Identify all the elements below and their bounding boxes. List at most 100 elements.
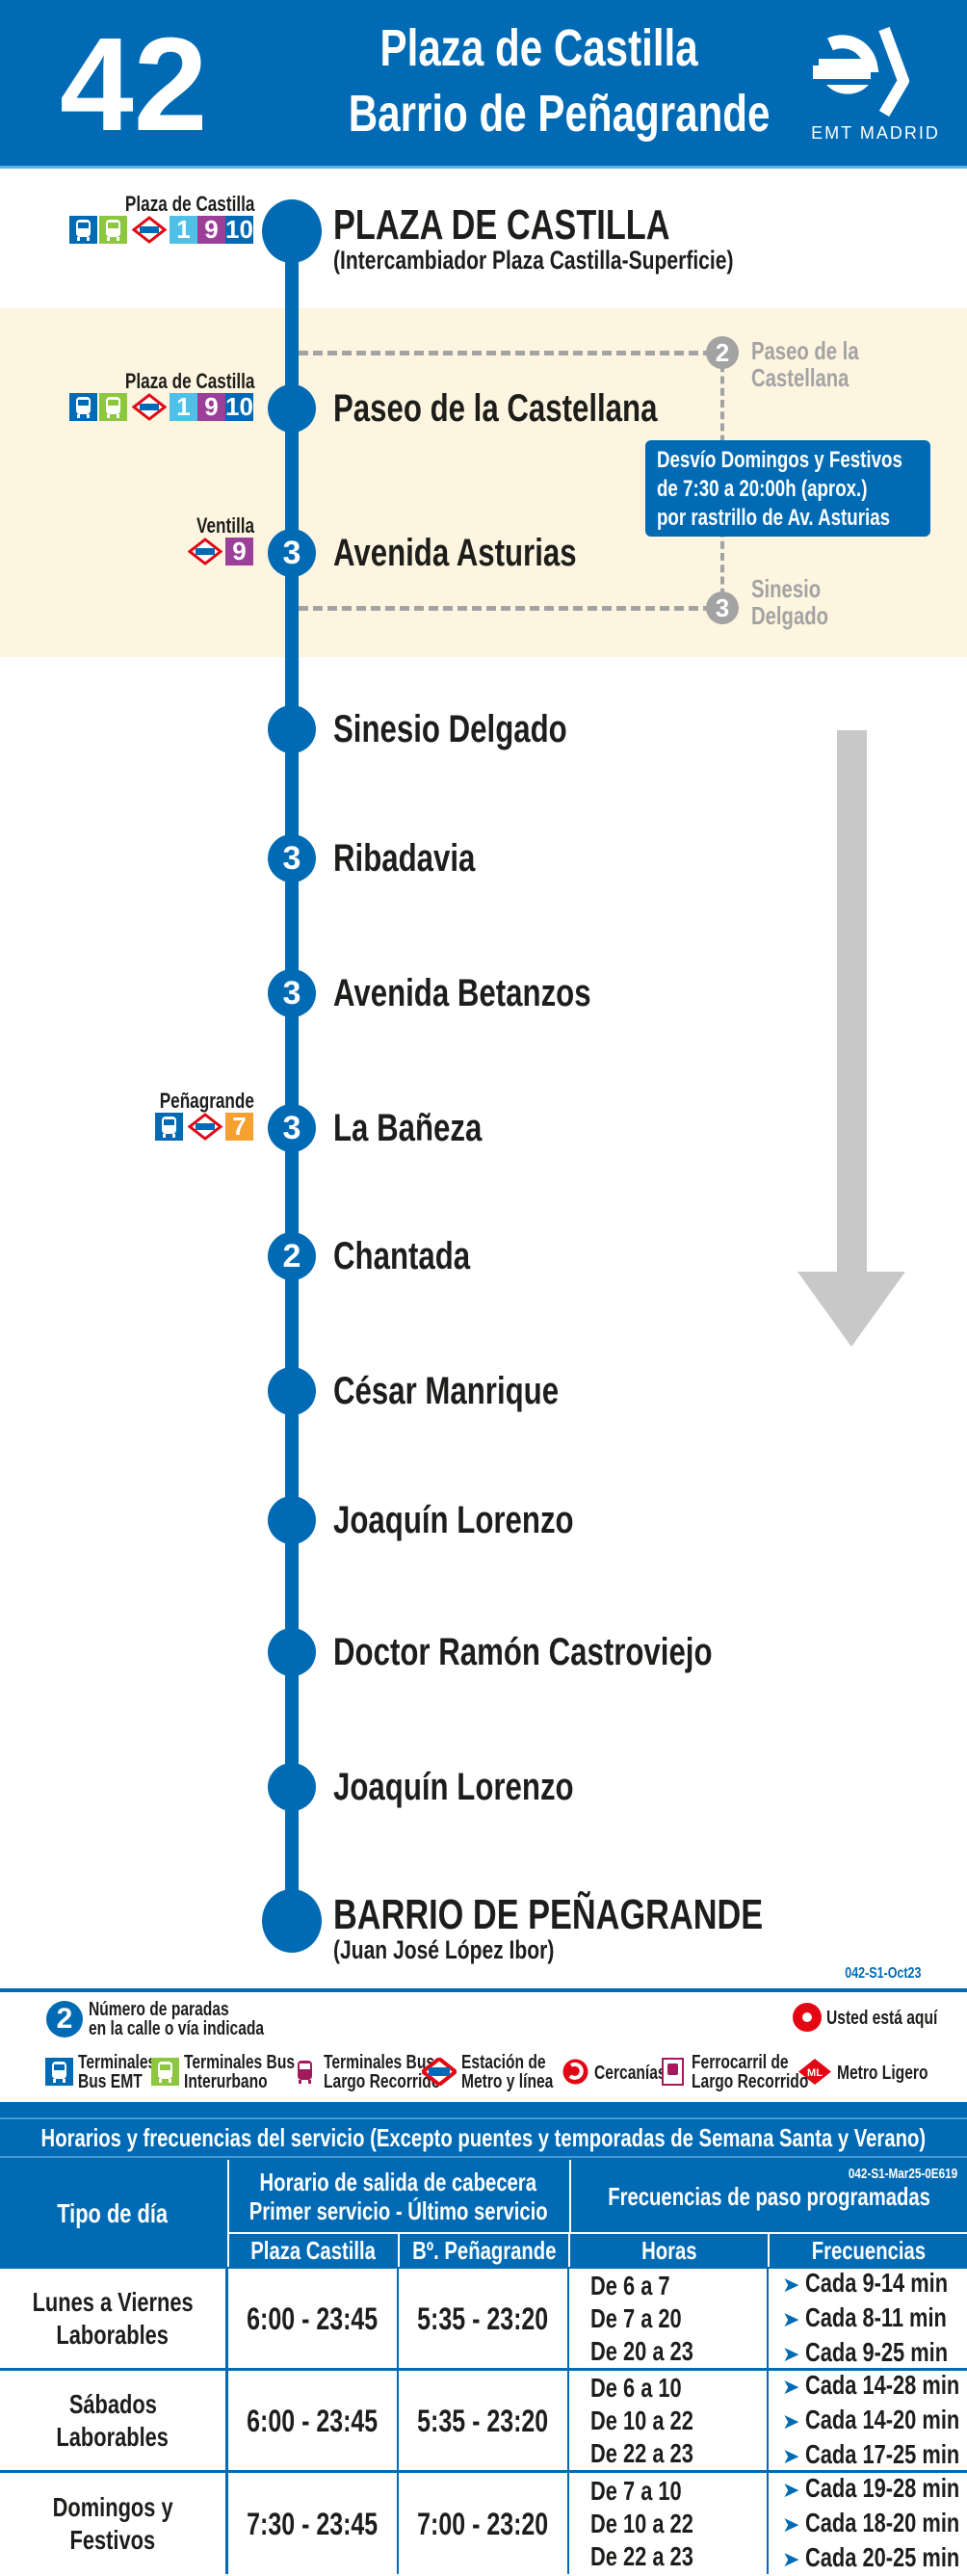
stop-marker: 3 [268,529,316,577]
sub-hours-header: Horas [568,2234,768,2267]
hours-cell: De 6 a 10 De 10 a 22 De 22 a 23 [569,2371,767,2470]
metro-line-badge: 1 [170,216,197,244]
stop-name: Sinesio Delgado [333,708,567,750]
metro-line-badge: 7 [225,1113,253,1141]
emt-logo-icon [813,26,909,118]
schedule-title: Horarios y frecuencias del servicio (Exc… [0,2117,967,2158]
branch-stop-count: 3 [706,591,739,624]
arrow-down-icon [797,730,905,1347]
stop-marker [268,705,316,753]
detour-note: Desvío Domingos y Festivos de 7:30 a 20:… [645,440,930,537]
route-number: 42 [60,11,208,159]
divider [227,2232,967,2234]
bus-interurbano-icon [151,2058,179,2086]
stop-marker [268,1367,316,1415]
col-day-header: Tipo de día [57,2197,169,2228]
sub-freq-header: Frecuencias [768,2234,967,2267]
branch-stop-name: Paseo de la Castellana [751,336,859,392]
metro-icon [187,538,223,565]
svg-text:ML: ML [807,2067,823,2079]
origin-time-cell: 6:00 - 23:45 [228,2269,397,2368]
stop-marker: 3 [268,969,316,1017]
sub-origin-header: Plaza Castilla [227,2234,398,2267]
legend-item-text: Metro Ligero [837,2063,928,2084]
metro-icon [187,1113,223,1141]
frequency-cell: ➤ Cada 9-14 min ➤ Cada 8-11 min ➤ Cada 9-25 m… [769,2268,967,2368]
bus-emt-icon [155,1113,183,1141]
day-type-cell: Sábados Laborables [0,2371,225,2470]
you-are-here-icon [793,2003,822,2032]
stop-marker: 3 [268,834,316,882]
frequency-cell: ➤ Cada 14-28 min ➤ Cada 14-20 min ➤ Cada 17-2… [769,2370,967,2470]
legend-item-text: Terminales Bus Largo Recorrido [324,2052,441,2092]
stop-marker [268,1628,316,1676]
stop-marker [268,1763,316,1811]
brand-text: EMT MADRID [811,123,940,143]
bus-interurbano-icon [99,216,127,244]
terminal-stop-subtitle: (Intercambiador Plaza Castilla-Superfici… [333,246,734,275]
stop-name: Joaquín Lorenzo [333,1499,574,1541]
day-type-cell: Lunes a Viernes Laborables [0,2269,225,2368]
origin-title: Plaza de Castilla [379,19,699,77]
stop-name: Joaquín Lorenzo [333,1766,574,1808]
terminal-stop-name: BARRIO DE PEÑAGRANDE [333,1891,764,1938]
stop-name: César Manrique [333,1370,560,1412]
chevron-right-icon: ➤ [782,2477,800,2502]
legend-stop-count-icon: 2 [46,2001,83,2037]
dest-time-cell: 5:35 - 23:20 [399,2371,567,2470]
ferrocarril-icon [659,2058,687,2086]
connection-label: Plaza de Castilla [124,192,254,216]
cercanias-icon [562,2058,589,2086]
hours-cell: De 6 a 7 De 7 a 20 De 20 a 23 [569,2269,767,2368]
terminal-stop-name: PLAZA DE CASTILLA [333,201,670,249]
col-departure-header: Horario de salida de cabecera Primer serv… [227,2160,567,2232]
metro-line-badge: 9 [197,393,225,421]
stop-name: Avenida Asturias [333,532,577,574]
schedule-code: 042-S1-Mar25-0E619 [848,2166,957,2182]
chevron-right-icon: ➤ [782,2511,800,2537]
bus-largo-recorrido-icon [291,2058,319,2086]
legend-item-text: Cercanías [594,2063,666,2084]
terminal-stop-subtitle: (Juan José López Ibor) [333,1935,555,1964]
origin-time-cell: 6:00 - 23:45 [228,2371,397,2470]
frequency-cell: ➤ Cada 19-28 min ➤ Cada 18-20 min ➤ Cada 20-2… [769,2473,967,2574]
chevron-right-icon: ➤ [782,2341,800,2366]
stop-name: Doctor Ramón Castroviejo [333,1631,713,1673]
bus-emt-icon [69,393,97,421]
branch-stop-name: Sinesio Delgado [751,574,829,630]
detour-dashed-line [299,606,713,611]
legend-item-text: Estación de Metro y línea [461,2052,554,2092]
bus-interurbano-icon [99,393,127,421]
terminal-stop-marker [262,1889,322,1953]
destination-title: Barrio de Peñagrande [348,85,771,143]
connection-label: Plaza de Castilla [124,369,254,393]
you-are-here-text: Usted está aquí [826,2008,938,2029]
metro-icon [131,393,168,421]
metro-line-badge: 10 [225,215,253,244]
chevron-right-icon: ➤ [782,2546,800,2571]
header: 42 Plaza de Castilla Barrio de Peñagrand… [0,0,967,169]
sub-dest-header: Bº. Peñagrande [398,2234,568,2267]
legend-item-text: Terminales Bus EMT [78,2052,157,2092]
detour-dashed-line [299,351,713,355]
metro-line-badge: 10 [225,392,253,421]
chevron-right-icon: ➤ [782,2272,800,2297]
legend-stop-count-text: Número de paradas en la calle o vía indic… [89,1999,265,2039]
connection-label: Peñagrande [159,1089,254,1113]
origin-time-cell: 7:30 - 23:45 [228,2473,397,2574]
metro-icon [419,2056,459,2088]
metro-line-badge: 9 [197,216,225,244]
bus-emt-icon [45,2058,73,2086]
stop-name: Ribadavia [333,837,476,880]
stop-marker: 3 [268,1104,316,1152]
chevron-right-icon: ➤ [782,2306,800,2331]
connection-label: Ventilla [196,513,254,538]
divider [0,1988,967,1992]
day-type-cell: Domingos y Festivos [0,2473,225,2574]
terminal-stop-marker [262,199,322,263]
stop-name: La Bañeza [333,1107,483,1149]
stop-name: Avenida Betanzos [333,972,591,1014]
hours-cell: De 7 a 10 De 10 a 22 De 22 a 23 [569,2473,767,2574]
col-freq-header: Frecuencias de paso programadas [569,2160,967,2232]
legend-item-text: Ferrocarril de Largo Recorrido [692,2052,809,2092]
